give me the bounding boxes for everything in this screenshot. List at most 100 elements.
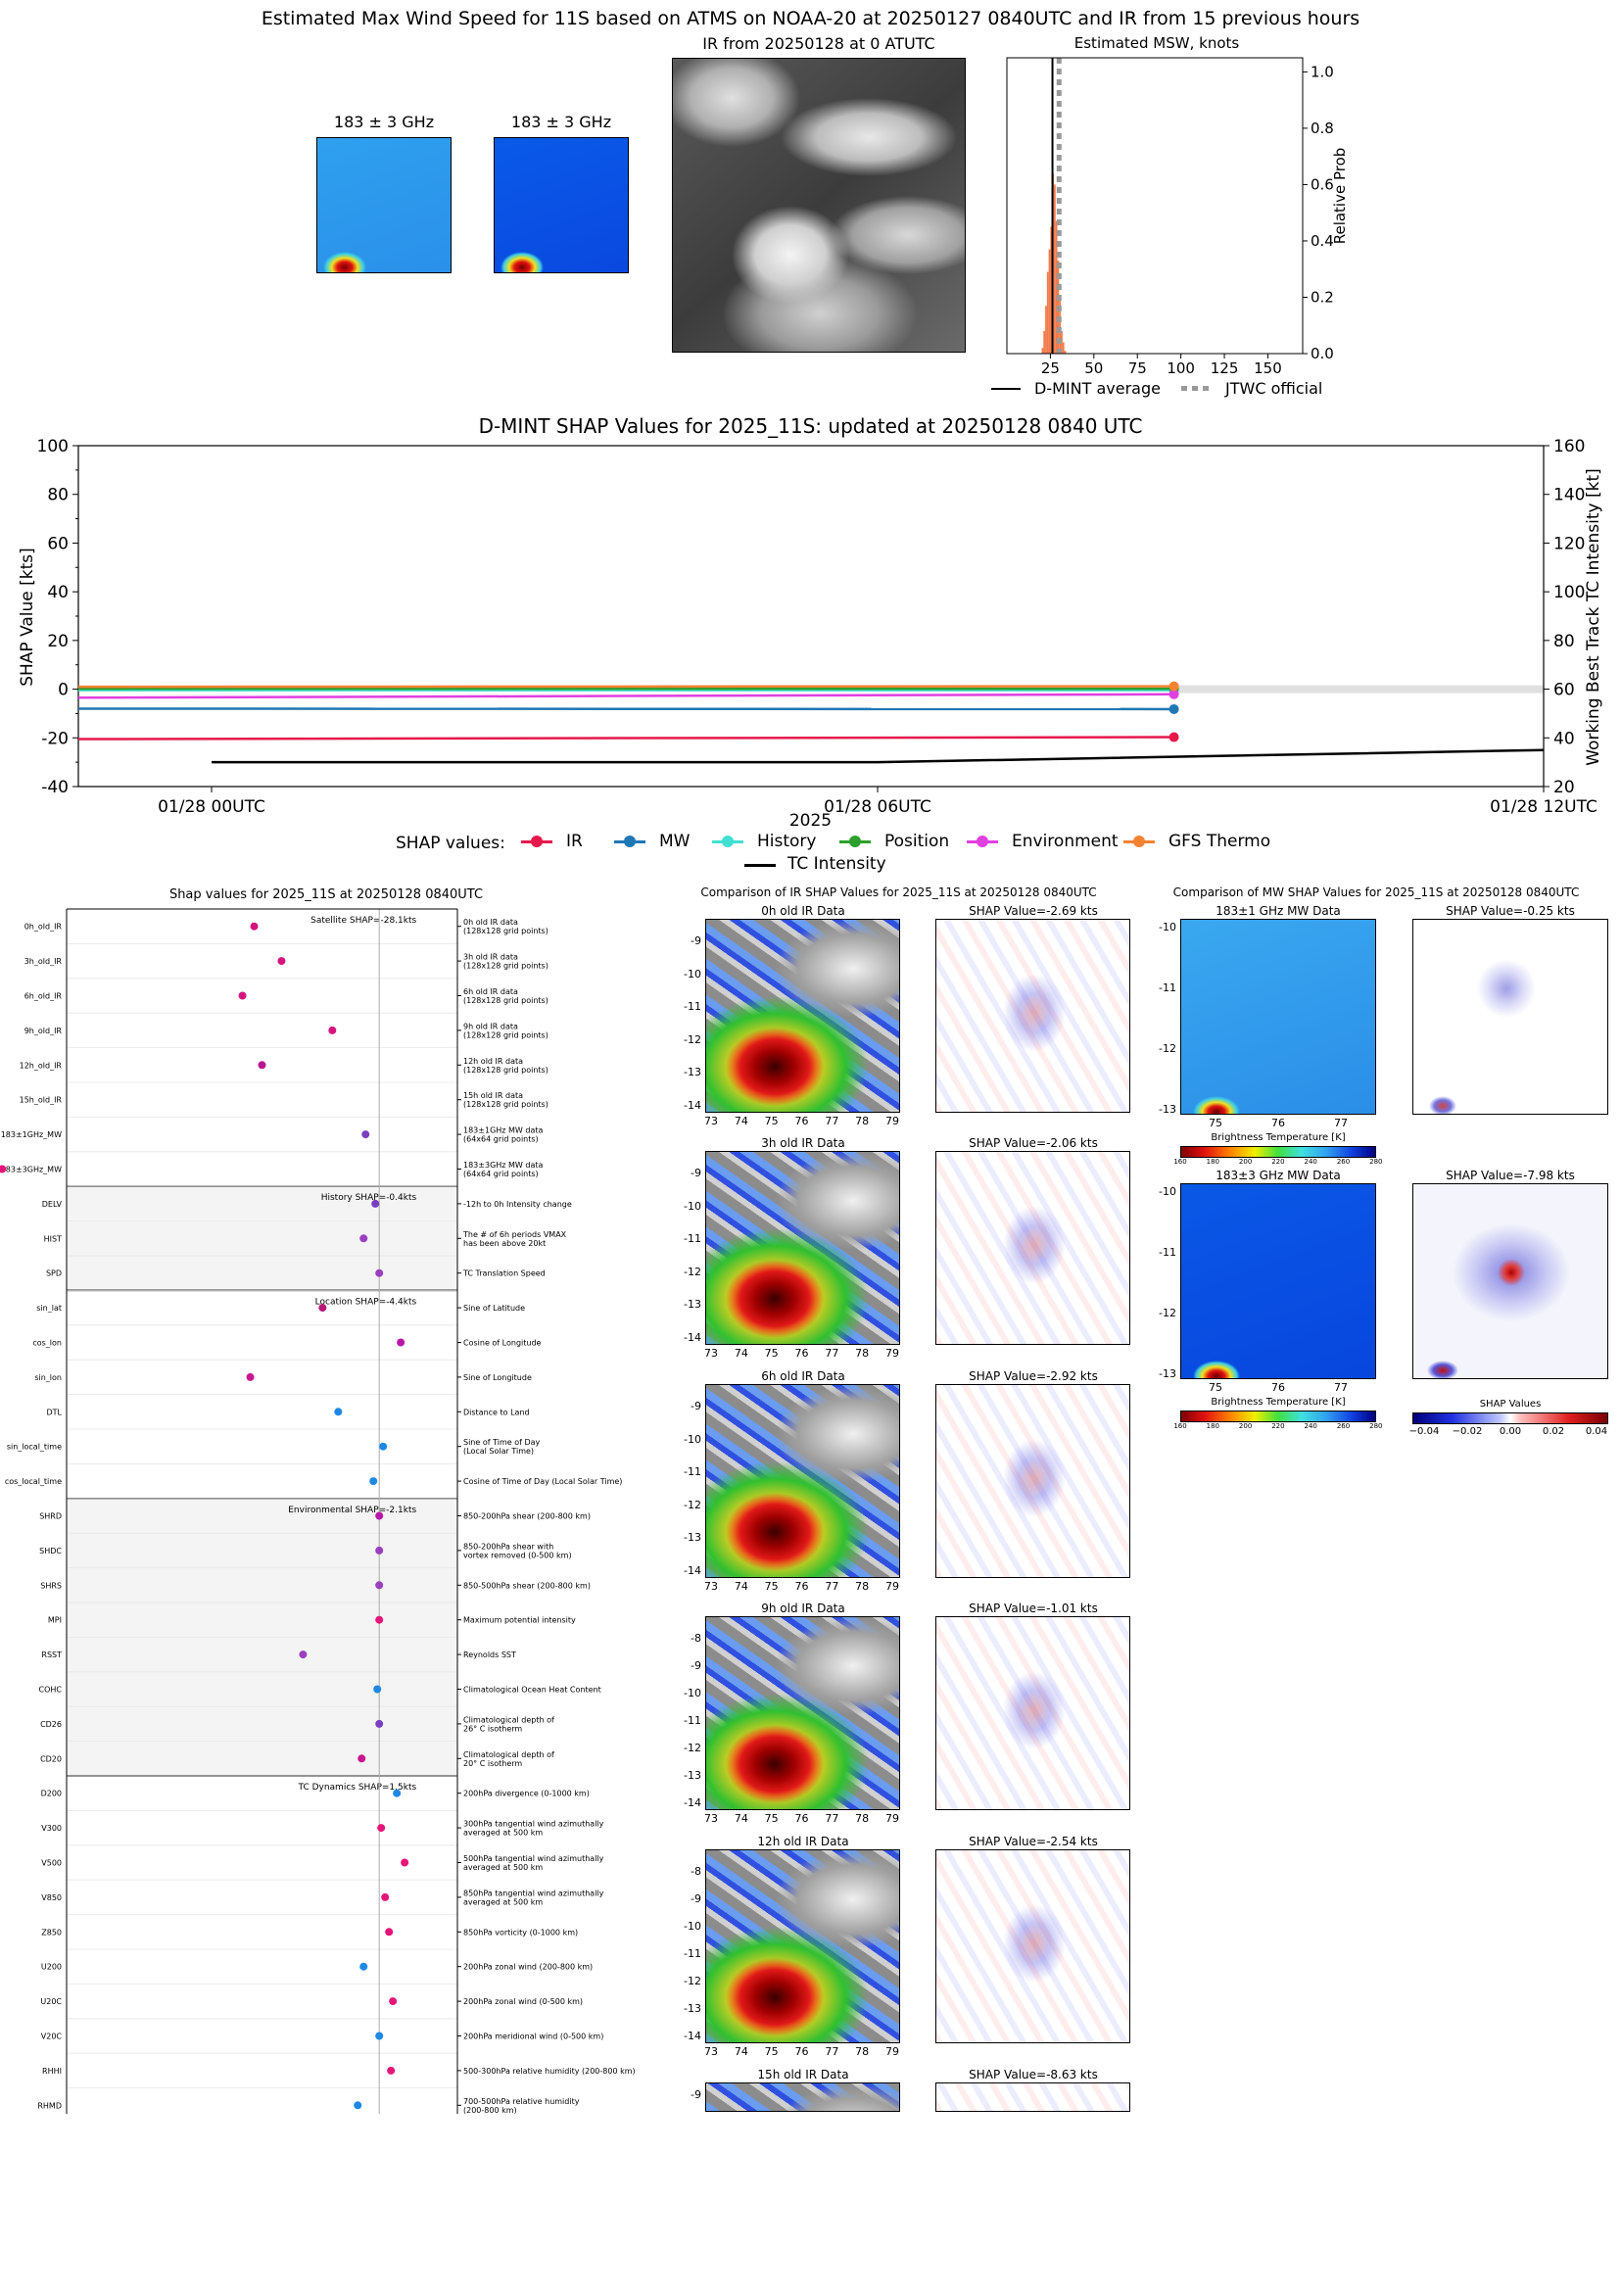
ts-ytick-label: 100 — [37, 437, 69, 456]
feature-desc: (128x128 grid points) — [463, 1030, 548, 1039]
ir-data-title: 12h old IR Data — [705, 1835, 901, 1848]
mw-ytick-label: -12 — [1149, 1307, 1176, 1319]
ir-shap-title: SHAP Value=-2.06 kts — [935, 1136, 1131, 1150]
tc-intensity-line — [212, 750, 1544, 762]
hist-xtick-label: 25 — [1041, 359, 1060, 377]
hist-xtick-label: 50 — [1084, 359, 1103, 377]
brightness-cbar-label: Brightness Temperature [K] — [1180, 1132, 1376, 1143]
ir-xtick-label: 73 — [701, 1812, 721, 1825]
legend-label: GFS Thermo — [1168, 832, 1270, 851]
feature-desc: 20° C isotherm — [463, 1759, 522, 1768]
ir-xtick-label: 79 — [882, 1347, 902, 1360]
ir-ytick-label: -14 — [676, 2030, 701, 2042]
ir-xtick-label: 78 — [852, 1115, 872, 1127]
group-label: Satellite SHAP=-28.1kts — [310, 916, 416, 926]
shap-cbar-tick: −0.04 — [1408, 1426, 1440, 1437]
group-label: Location SHAP=-4.4kts — [315, 1297, 417, 1307]
ir-xtick-label: 74 — [732, 1812, 751, 1825]
feature-point — [369, 1477, 377, 1485]
feature-label: SHDC — [39, 1547, 62, 1555]
ts-frame — [78, 446, 1544, 787]
hist-ytick-label: 0.8 — [1311, 120, 1334, 137]
feature-point — [375, 1720, 383, 1728]
shap-colorbar — [1412, 1412, 1608, 1424]
ir-data-title: 0h old IR Data — [705, 904, 901, 918]
feature-desc: 0h old IR data — [463, 918, 518, 927]
feature-desc: 6h old IR data — [463, 987, 518, 996]
ir-data-title: 6h old IR Data — [705, 1369, 901, 1383]
feature-desc: The # of 6h periods VMAX — [462, 1230, 567, 1239]
feature-shap-title: Shap values for 2025_11S at 20250128 084… — [67, 887, 586, 902]
brightness-colorbar — [1180, 1411, 1376, 1422]
feature-desc: TC Translation Speed — [462, 1269, 546, 1278]
feature-point — [371, 1200, 379, 1208]
feature-desc: (64x64 grid points) — [463, 1170, 539, 1178]
shap-ts-ylabel-right: Working Best Track TC Intensity [kt] — [1584, 468, 1603, 766]
feature-desc: 200hPa divergence (0-1000 km) — [463, 1790, 590, 1798]
ts-ytick-label: -20 — [41, 729, 69, 748]
series-point-ir — [1169, 733, 1179, 742]
feature-desc: Climatological Ocean Heat Content — [463, 1686, 601, 1695]
ir-ytick-label: -14 — [676, 1564, 701, 1577]
mw-xtick-label: 77 — [1331, 1381, 1351, 1394]
ir-ytick-label: -9 — [676, 1892, 701, 1905]
feature-desc: Maximum potential intensity — [463, 1616, 576, 1625]
ir-data-image — [705, 2082, 900, 2112]
ir-xtick-label: 76 — [792, 1580, 812, 1593]
brightness-cbar-tick: 180 — [1203, 1158, 1222, 1166]
ir-ytick-label: -13 — [676, 1769, 701, 1782]
brightness-cbar-tick: 240 — [1301, 1158, 1320, 1166]
feature-desc: 26° C isotherm — [463, 1724, 522, 1733]
ir-ytick-label: -12 — [676, 1033, 701, 1046]
series-line-ir — [78, 738, 1174, 740]
mw-ytick-label: -12 — [1149, 1042, 1176, 1055]
ir-xtick-label: 79 — [882, 1580, 902, 1593]
legend-label: MW — [659, 832, 690, 851]
feature-label: DELV — [42, 1200, 63, 1209]
tc-legend-label: TC Intensity — [787, 854, 886, 874]
feature-point — [375, 1581, 383, 1589]
legend-item-history: History — [710, 831, 837, 852]
legend-marker — [722, 836, 734, 847]
ir-ytick-label: -14 — [676, 1099, 701, 1112]
feature-desc: Reynolds SST — [463, 1650, 516, 1659]
feature-desc: 200hPa zonal wind (200-800 km) — [463, 1963, 593, 1972]
ts-y2tick-label: 60 — [1553, 681, 1575, 700]
ir-xtick-label: 79 — [882, 2045, 902, 2058]
feature-desc: Cosine of Longitude — [463, 1339, 542, 1348]
legend-marker — [624, 836, 636, 847]
feature-desc: 15h old IR data — [463, 1091, 523, 1100]
ir-ytick-label: -13 — [676, 1066, 701, 1078]
feature-point — [358, 1754, 365, 1762]
legend-marker — [977, 836, 988, 847]
feature-desc: Distance to Land — [463, 1408, 530, 1416]
ir-ytick-label: -14 — [676, 1331, 701, 1344]
hist-bar — [1042, 348, 1044, 354]
ir-xtick-label: 75 — [762, 1115, 782, 1127]
feature-desc: vortex removed (0-500 km) — [463, 1551, 572, 1559]
ir-xtick-label: 74 — [732, 2045, 751, 2058]
shap-ts-xlabel: 2025 — [0, 811, 1621, 831]
ts-ytick-label: 80 — [47, 486, 69, 505]
hist-bar — [1045, 306, 1047, 354]
shap-cbar-label: SHAP Values — [1412, 1399, 1608, 1410]
feature-label: 183±1GHz_MW — [1, 1130, 62, 1139]
ts-y2tick-label: 160 — [1553, 437, 1585, 456]
ir-xtick-label: 74 — [732, 1347, 751, 1360]
ir-xtick-label: 79 — [882, 1812, 902, 1825]
ir-xtick-label: 73 — [701, 1347, 721, 1360]
ir-ytick-label: -10 — [676, 968, 701, 981]
feature-desc: (200-800 km) — [463, 2106, 517, 2114]
feature-label: 12h_old_IR — [20, 1061, 63, 1070]
legend-label: Environment — [1012, 832, 1119, 851]
mw-shap-title: SHAP Value=-0.25 kts — [1412, 904, 1608, 918]
shap-cbar-tick: 0.00 — [1495, 1426, 1526, 1437]
feature-point — [247, 1373, 255, 1381]
ir-shap-title: SHAP Value=-2.54 kts — [935, 1835, 1131, 1848]
feature-desc: 850hPa vorticity (0-1000 km) — [463, 1928, 578, 1937]
ir-ytick-label: -10 — [676, 1687, 701, 1699]
